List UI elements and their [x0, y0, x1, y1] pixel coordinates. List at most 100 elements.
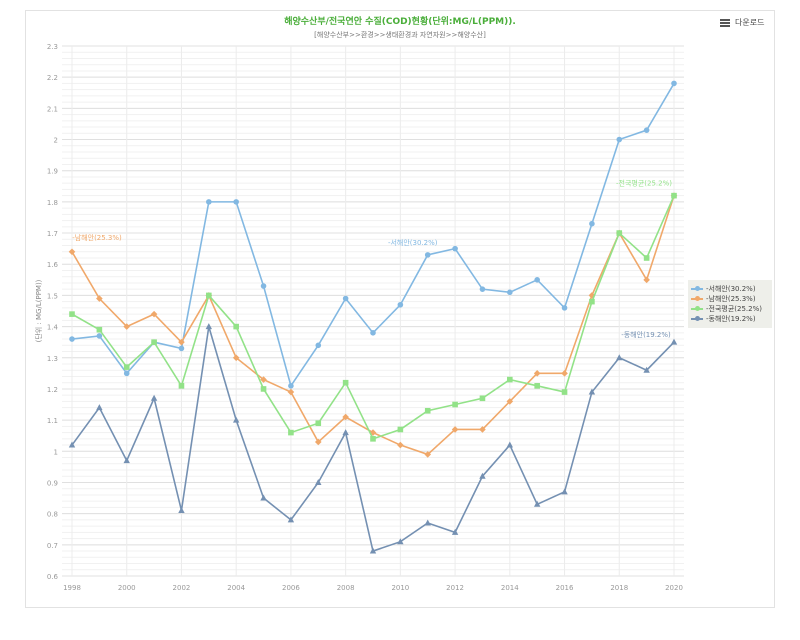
x-tick-label: 2006 — [282, 584, 300, 592]
data-point — [561, 389, 568, 395]
legend-item[interactable]: -남해안(25.3%) — [691, 294, 769, 304]
data-point — [68, 248, 76, 256]
download-button[interactable]: 다운로드 — [720, 17, 764, 28]
data-point — [342, 295, 349, 302]
data-point — [96, 326, 103, 333]
series-annotation: -남해안(25.3%) — [72, 233, 122, 242]
data-point — [150, 394, 158, 401]
data-point — [479, 286, 486, 292]
data-point — [643, 255, 650, 261]
y-tick-label: 0.7 — [47, 542, 58, 550]
data-point — [479, 395, 486, 402]
y-tick-label: 1.7 — [47, 230, 58, 238]
data-point — [151, 339, 157, 345]
legend-item[interactable]: -동해안(19.2%) — [691, 314, 769, 324]
legend-item[interactable]: -서해안(30.2%) — [691, 284, 769, 294]
data-point — [507, 289, 513, 296]
data-point — [69, 311, 75, 317]
data-point — [69, 336, 75, 342]
data-point — [616, 230, 623, 236]
y-tick-label: 2 — [54, 137, 58, 145]
data-point — [451, 528, 459, 535]
data-point — [260, 376, 267, 383]
series-annotation: -동해안(19.2%) — [621, 330, 671, 339]
data-point — [506, 441, 514, 448]
data-point — [96, 333, 103, 339]
data-point — [561, 305, 568, 311]
series-line — [71, 83, 675, 388]
y-tick-label: 1.9 — [47, 168, 58, 176]
legend: -서해안(30.2%) -남해안(25.3%) -전국평균(25.2%) -동해안(1… — [688, 280, 772, 328]
data-point — [370, 330, 376, 336]
x-tick-label: 2012 — [446, 584, 464, 592]
data-point — [671, 192, 677, 199]
data-point — [424, 519, 431, 526]
y-axis-label: (단위 : MG/L(PPM)) — [34, 279, 43, 342]
data-point — [123, 364, 130, 370]
data-point — [616, 136, 623, 143]
legend-label: -전국평균(25.2%) — [706, 305, 762, 313]
data-point — [424, 407, 431, 414]
y-tick-label: 2.3 — [47, 43, 58, 51]
data-point — [643, 127, 650, 133]
data-point — [561, 488, 568, 495]
chart-title: 해양수산부/전국연안 수질(COD)현황(단위:MG/L(PPM)). — [284, 17, 516, 27]
data-point — [178, 383, 185, 389]
data-point — [342, 429, 349, 436]
y-tick-label: 0.8 — [47, 511, 58, 519]
data-point — [315, 478, 322, 485]
data-point — [451, 426, 459, 433]
series-line — [71, 195, 675, 456]
data-point — [123, 370, 130, 377]
data-point — [397, 538, 404, 545]
y-tick-label: 0.6 — [47, 573, 59, 581]
x-tick-label: 1998 — [63, 584, 81, 592]
data-point — [342, 413, 349, 421]
legend-swatch-icon — [691, 306, 703, 311]
data-point — [206, 292, 212, 299]
data-point — [96, 295, 103, 302]
data-point — [479, 426, 486, 433]
data-point — [205, 323, 213, 330]
x-tick-label: 2000 — [118, 584, 136, 592]
legend-item[interactable]: -전국평균(25.2%) — [691, 304, 769, 314]
y-tick-label: 2.1 — [47, 105, 58, 113]
x-tick-label: 2016 — [556, 584, 574, 592]
legend-swatch-icon — [691, 296, 703, 301]
y-tick-label: 1.5 — [47, 292, 58, 300]
data-point — [424, 252, 431, 258]
y-tick-label: 1 — [54, 448, 58, 456]
data-point — [232, 416, 240, 423]
data-point — [233, 199, 239, 205]
data-point — [370, 436, 376, 442]
data-point — [233, 323, 239, 330]
y-tick-label: 1.8 — [47, 199, 58, 207]
data-point — [589, 298, 595, 305]
x-tick-label: 2010 — [391, 584, 409, 592]
data-point — [533, 370, 541, 377]
data-point — [314, 438, 322, 446]
data-point — [150, 310, 158, 318]
legend-label: -남해안(25.3%) — [706, 295, 756, 303]
data-point — [643, 276, 650, 284]
download-label: 다운로드 — [735, 18, 765, 27]
data-point — [260, 494, 267, 501]
data-point — [260, 283, 267, 289]
data-point — [178, 338, 185, 346]
legend-swatch-icon — [691, 286, 703, 291]
x-tick-label: 2014 — [501, 584, 519, 592]
data-point — [369, 547, 377, 554]
data-point — [123, 457, 130, 464]
hamburger-menu-icon — [720, 18, 730, 27]
y-tick-label: 1.6 — [47, 261, 59, 269]
chart-subtitle: [해양수산부>>환경>>생태환경과 자연자원>>해양수산] — [314, 31, 486, 39]
y-tick-label: 0.9 — [47, 479, 58, 487]
data-point — [178, 507, 185, 514]
y-tick-label: 1.2 — [47, 386, 58, 394]
x-tick-label: 2004 — [227, 584, 245, 592]
data-point — [288, 383, 294, 389]
data-point — [232, 354, 240, 362]
y-tick-label: 2.2 — [47, 74, 58, 82]
legend-label: -동해안(19.2%) — [706, 315, 756, 323]
data-point — [588, 388, 596, 395]
